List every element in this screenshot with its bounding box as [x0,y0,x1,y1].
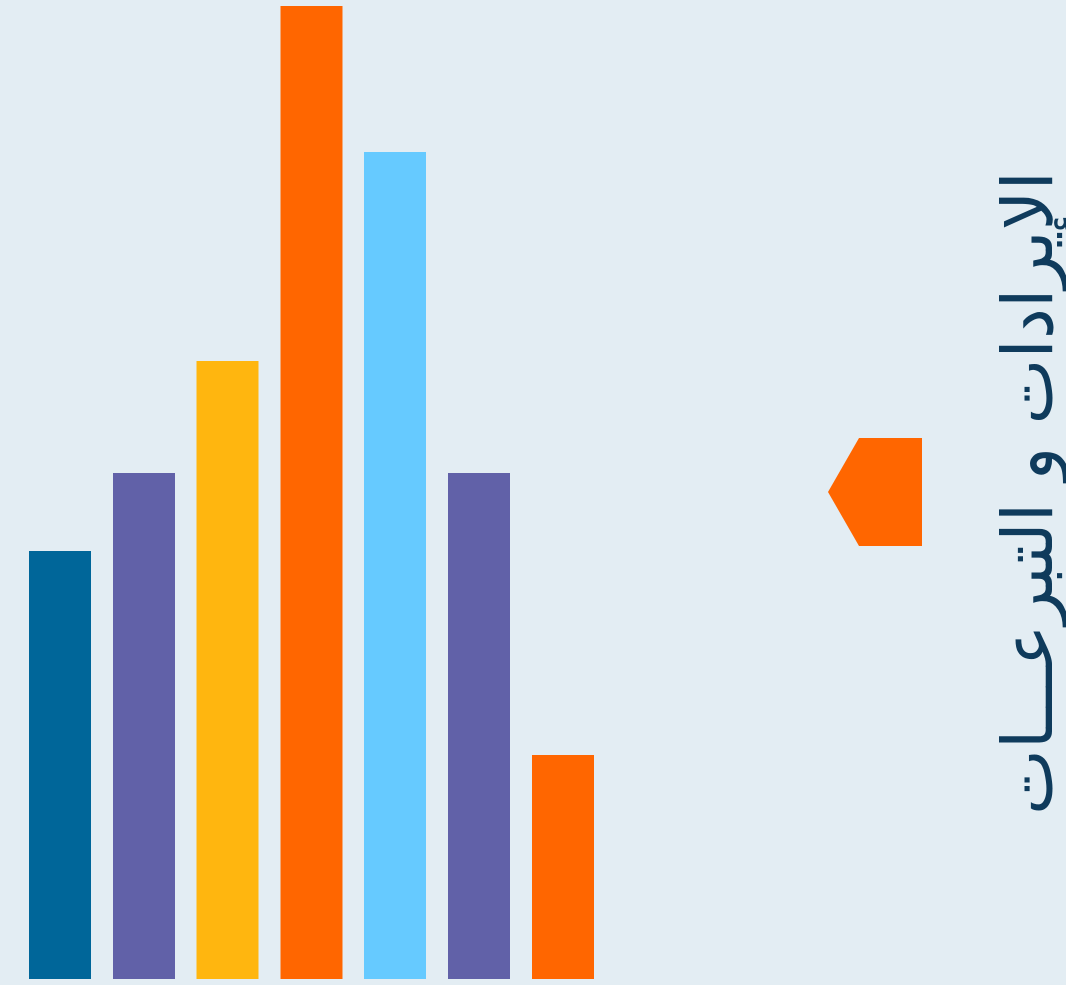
bar-3 [196,361,259,979]
bars-group [29,6,594,979]
bar-1 [29,550,91,979]
bar-7 [531,755,594,979]
bar-5 [364,151,427,979]
bar-6 [448,473,510,979]
chart-title-wrap: الإيرادات و التبرعـــات [990,0,1066,985]
bar-4 [280,6,343,979]
bar-2 [112,473,175,979]
chart-title: الإيرادات و التبرعـــات [990,170,1066,815]
orange-pentagon-marker [828,438,922,546]
